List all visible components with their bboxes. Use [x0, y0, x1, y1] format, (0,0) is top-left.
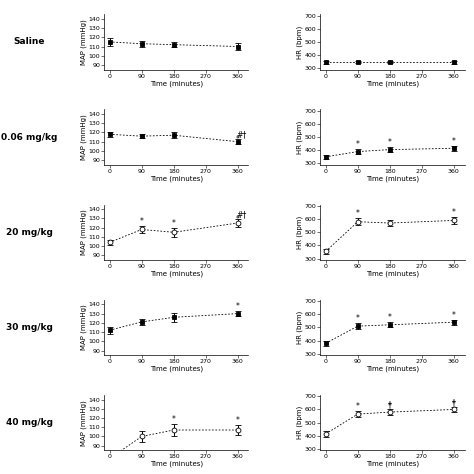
Text: #†: #†: [236, 130, 246, 139]
X-axis label: Time (minutes): Time (minutes): [150, 271, 203, 277]
Y-axis label: MAP (mmHg): MAP (mmHg): [81, 400, 87, 446]
Text: 20 mg/kg: 20 mg/kg: [6, 228, 53, 237]
X-axis label: Time (minutes): Time (minutes): [366, 175, 419, 182]
Text: *: *: [388, 138, 392, 147]
Y-axis label: MAP (mmHg): MAP (mmHg): [81, 305, 87, 350]
Text: *: *: [236, 135, 240, 144]
X-axis label: Time (minutes): Time (minutes): [366, 80, 419, 87]
Text: *: *: [236, 416, 240, 425]
Y-axis label: HR (bpm): HR (bpm): [297, 216, 303, 249]
Y-axis label: MAP (mmHg): MAP (mmHg): [81, 114, 87, 160]
Text: 0.06 mg/kg: 0.06 mg/kg: [1, 133, 57, 142]
Text: *: *: [172, 416, 175, 425]
Text: 40 mg/kg: 40 mg/kg: [6, 418, 53, 427]
Text: #†: #†: [236, 210, 246, 219]
Y-axis label: MAP (mmHg): MAP (mmHg): [81, 210, 87, 255]
X-axis label: Time (minutes): Time (minutes): [150, 365, 203, 372]
Text: *: *: [140, 217, 144, 226]
Text: *: *: [452, 137, 456, 146]
Text: †: †: [452, 398, 456, 407]
Text: *: *: [452, 208, 456, 217]
Y-axis label: HR (bpm): HR (bpm): [297, 406, 303, 439]
Y-axis label: HR (bpm): HR (bpm): [297, 311, 303, 344]
Text: *: *: [172, 219, 175, 228]
Text: *: *: [236, 302, 240, 311]
X-axis label: Time (minutes): Time (minutes): [150, 80, 203, 87]
Y-axis label: HR (bpm): HR (bpm): [297, 120, 303, 154]
Text: *: *: [356, 140, 360, 149]
Y-axis label: HR (bpm): HR (bpm): [297, 25, 303, 58]
Text: 30 mg/kg: 30 mg/kg: [6, 323, 53, 332]
Text: *: *: [236, 215, 240, 224]
X-axis label: Time (minutes): Time (minutes): [150, 461, 203, 467]
Text: *: *: [452, 400, 456, 409]
Text: *: *: [356, 314, 360, 323]
Text: *: *: [452, 310, 456, 319]
X-axis label: Time (minutes): Time (minutes): [366, 461, 419, 467]
Text: *: *: [356, 402, 360, 411]
Text: †: †: [388, 401, 392, 410]
Text: *: *: [356, 210, 360, 219]
X-axis label: Time (minutes): Time (minutes): [150, 175, 203, 182]
X-axis label: Time (minutes): Time (minutes): [366, 365, 419, 372]
Text: *: *: [388, 402, 392, 411]
X-axis label: Time (minutes): Time (minutes): [366, 271, 419, 277]
Text: *: *: [388, 313, 392, 322]
Text: Saline: Saline: [14, 37, 45, 46]
Y-axis label: MAP (mmHg): MAP (mmHg): [81, 19, 87, 65]
